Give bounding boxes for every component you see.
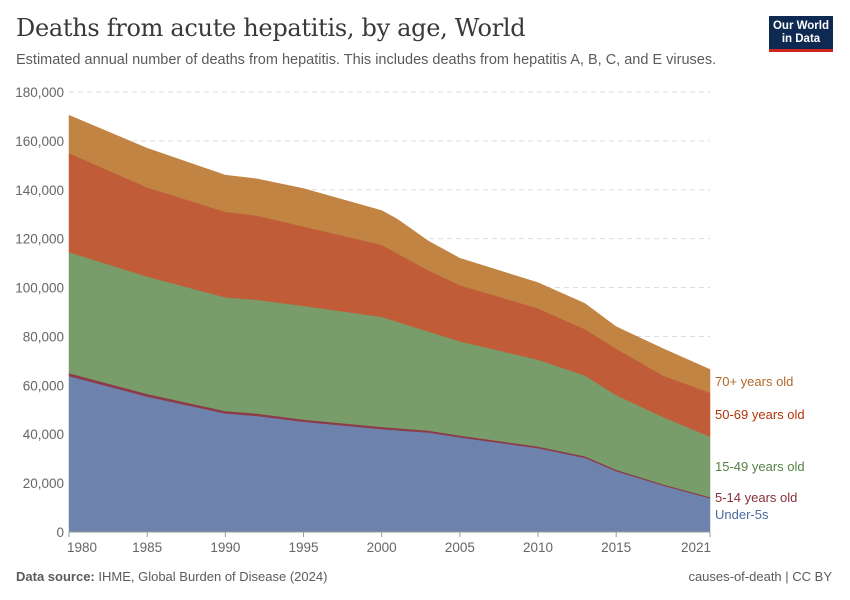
y-tick-label: 60,000 [23, 378, 64, 393]
x-tick-label: 2010 [523, 540, 553, 555]
series-label: 50-69 years old [715, 407, 805, 422]
x-tick-label: 1980 [67, 540, 97, 555]
data-source: Data source: IHME, Global Burden of Dise… [16, 569, 327, 584]
chart-subtitle: Estimated annual number of deaths from h… [16, 52, 717, 68]
chart-title: Deaths from acute hepatitis, by age, Wor… [16, 14, 526, 42]
area-70-years-old [68, 114, 711, 394]
x-tick-label: 2005 [445, 540, 475, 555]
y-tick-label: 80,000 [23, 329, 64, 344]
owid-logo[interactable]: Our World in Data [769, 16, 833, 52]
source-link[interactable]: IHME, Global Burden of Disease (2024) [98, 569, 328, 584]
y-tick-label: 120,000 [15, 232, 64, 247]
y-tick-label: 20,000 [23, 476, 64, 491]
x-tick-label: 2021 [681, 540, 711, 555]
series-label: Under-5s [715, 507, 769, 522]
series-label: 70+ years old [715, 374, 793, 389]
y-tick-label: 100,000 [15, 281, 64, 296]
series-label: 15-49 years old [715, 459, 805, 474]
y-tick-label: 0 [56, 525, 64, 540]
source-label: Data source: [16, 569, 95, 584]
y-tick-label: 180,000 [15, 85, 64, 100]
series-label: 5-14 years old [715, 490, 797, 505]
x-tick-label: 1995 [288, 540, 318, 555]
y-tick-label: 140,000 [15, 183, 64, 198]
x-tick-label: 1985 [132, 540, 162, 555]
x-tick-label: 1990 [210, 540, 240, 555]
footer-license[interactable]: causes-of-death | CC BY [688, 569, 832, 584]
x-tick-label: 2015 [601, 540, 631, 555]
x-tick-label: 2000 [367, 540, 397, 555]
y-tick-label: 160,000 [15, 134, 64, 149]
y-tick-label: 40,000 [23, 427, 64, 442]
